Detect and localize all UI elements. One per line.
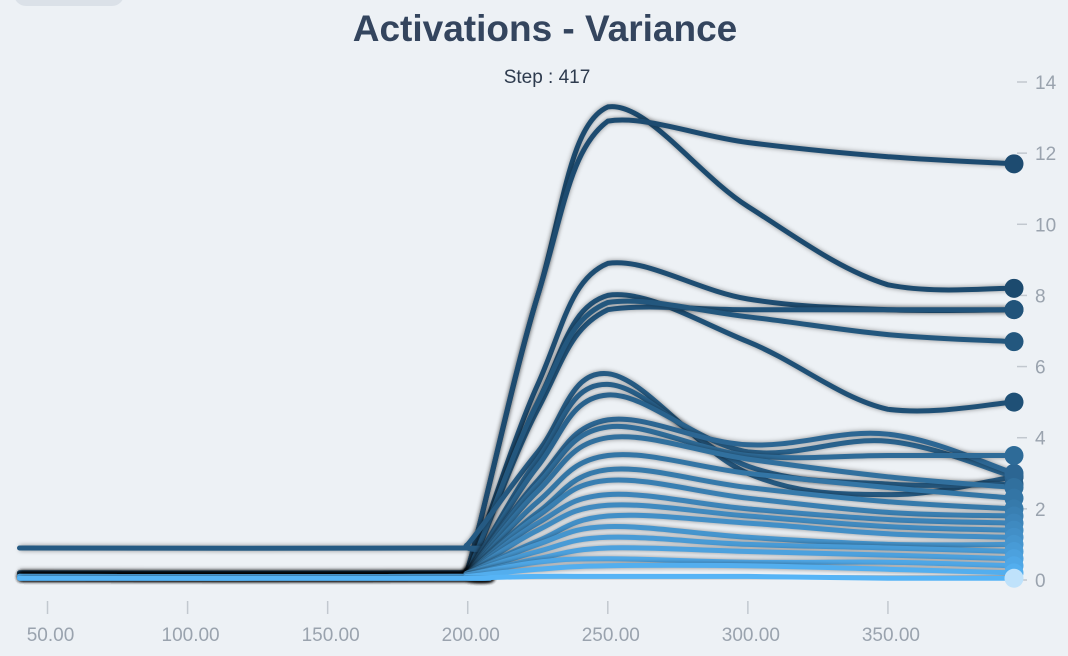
chart-title: Activations - Variance bbox=[352, 8, 738, 49]
y-tick-label: 10 bbox=[1035, 215, 1056, 236]
y-tick-label: 2 bbox=[1035, 500, 1046, 521]
y-tick-label: 14 bbox=[1035, 73, 1057, 94]
x-tick-label: 300.00 bbox=[722, 625, 780, 646]
series-endpoint-dot[interactable] bbox=[1004, 332, 1024, 352]
series-endpoint-dot[interactable] bbox=[1004, 568, 1024, 588]
x-tick-label: 350.00 bbox=[862, 625, 920, 646]
series-endpoint-dot[interactable] bbox=[1004, 446, 1024, 465]
x-tick-label: 50.00 bbox=[27, 625, 75, 646]
chart-subtitle: Step : 417 bbox=[503, 67, 591, 88]
y-tick-label: 6 bbox=[1035, 358, 1046, 379]
x-tick-label: 250.00 bbox=[582, 625, 640, 646]
series-endpoint-dot[interactable] bbox=[1004, 154, 1024, 174]
series-endpoint-dot[interactable] bbox=[1004, 278, 1024, 298]
series-lines-group bbox=[17, 103, 1017, 582]
series-line[interactable] bbox=[17, 371, 1017, 553]
x-tick-label: 200.00 bbox=[442, 625, 500, 646]
decorative-tab-blob bbox=[14, 0, 124, 6]
series-endpoint-dot[interactable] bbox=[1004, 300, 1024, 320]
y-tick-label: 0 bbox=[1035, 571, 1046, 592]
series-line[interactable] bbox=[17, 117, 1017, 578]
y-tick-label: 12 bbox=[1035, 144, 1056, 165]
series-line[interactable] bbox=[17, 573, 1017, 581]
series-endpoint-dot[interactable] bbox=[1004, 463, 1024, 483]
axes-group: 50.00 100.00 150.00 200.00 250.00 300.00 350.0… bbox=[27, 73, 1057, 646]
series-endpoints-group bbox=[1004, 154, 1024, 588]
y-tick-label: 8 bbox=[1035, 286, 1046, 307]
series-endpoint-dot[interactable] bbox=[1004, 392, 1024, 412]
y-tick-label: 4 bbox=[1035, 429, 1046, 450]
x-tick-label: 150.00 bbox=[302, 625, 360, 646]
x-tick-label: 100.00 bbox=[162, 625, 220, 646]
